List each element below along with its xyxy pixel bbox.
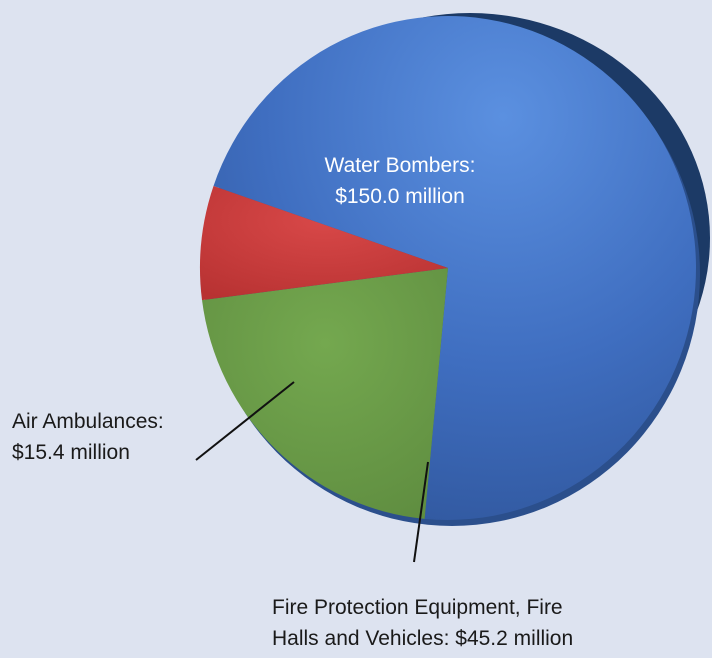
slice-label-fire-protection: Fire Protection Equipment, Fire Halls an…	[272, 592, 573, 654]
slice-label-line: Halls and Vehicles: $45.2 million	[272, 627, 574, 650]
pie-slice-air-ambulances	[199, 185, 448, 301]
pie-slice-fire-protection	[202, 268, 448, 519]
slice-label-line: Air Ambulances:	[12, 410, 164, 433]
leader-line-air-ambulances	[195, 381, 295, 461]
pie-slice-water-bombers	[213, 16, 696, 521]
pie-slices	[199, 16, 700, 526]
leader-lines	[195, 381, 429, 563]
slice-label-line: Fire Protection Equipment, Fire	[272, 596, 563, 619]
slice-label-line: Water Bombers:	[324, 154, 476, 177]
slice-label-air-ambulances: Air Ambulances: $15.4 million	[12, 406, 164, 468]
slice-label-line: $15.4 million	[12, 441, 130, 464]
slice-label-water-bombers: Water Bombers: $150.0 million	[300, 150, 500, 212]
leader-line-fire-protection	[413, 461, 429, 563]
slice-label-line: $150.0 million	[335, 185, 465, 208]
